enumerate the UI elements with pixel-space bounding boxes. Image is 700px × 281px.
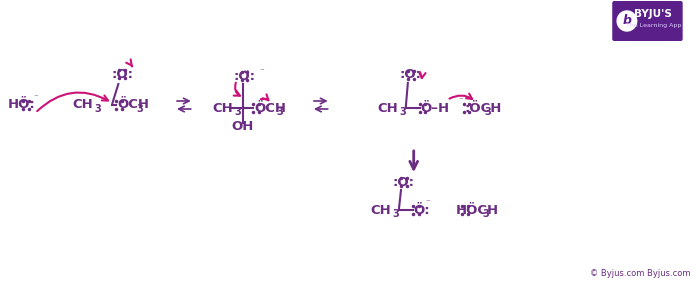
Text: ⁻: ⁻	[34, 94, 38, 103]
Text: b: b	[622, 15, 631, 28]
Text: CH: CH	[377, 101, 398, 114]
Text: :ÖCH: :ÖCH	[465, 101, 502, 114]
Text: 3: 3	[136, 104, 144, 114]
Text: 3: 3	[400, 107, 406, 117]
Text: CH: CH	[212, 101, 233, 114]
Text: 3: 3	[484, 107, 491, 117]
Text: :Ö:: :Ö:	[234, 69, 256, 83]
Text: ⁻: ⁻	[260, 67, 265, 76]
Text: :O:: :O:	[400, 69, 422, 81]
Text: 3: 3	[483, 209, 489, 219]
Text: ÖCH: ÖCH	[118, 99, 149, 112]
Text: CH: CH	[370, 203, 391, 216]
Text: ⁻: ⁻	[425, 198, 430, 207]
FancyBboxPatch shape	[612, 1, 682, 41]
Text: ÖCH: ÖCH	[254, 101, 286, 114]
Text: OH: OH	[232, 119, 253, 133]
Text: BYJU'S: BYJU'S	[634, 9, 672, 19]
Text: 3: 3	[393, 209, 400, 219]
Text: ⁻: ⁻	[458, 96, 463, 105]
Text: :O:: :O:	[393, 176, 415, 189]
Text: HÖCH: HÖCH	[456, 203, 499, 216]
Text: 3: 3	[276, 107, 283, 117]
Text: :O:: :O:	[111, 67, 133, 80]
Text: 3: 3	[234, 107, 241, 117]
Text: HÖ:: HÖ:	[8, 99, 36, 112]
Circle shape	[617, 11, 637, 31]
Text: CH: CH	[72, 99, 93, 112]
Text: Ö:: Ö:	[414, 203, 430, 216]
Text: The Learning App: The Learning App	[626, 22, 681, 28]
Text: Ö–H: Ö–H	[421, 101, 449, 114]
Text: © Byjus.com Byjus.com: © Byjus.com Byjus.com	[590, 269, 691, 278]
Text: 3: 3	[94, 104, 101, 114]
